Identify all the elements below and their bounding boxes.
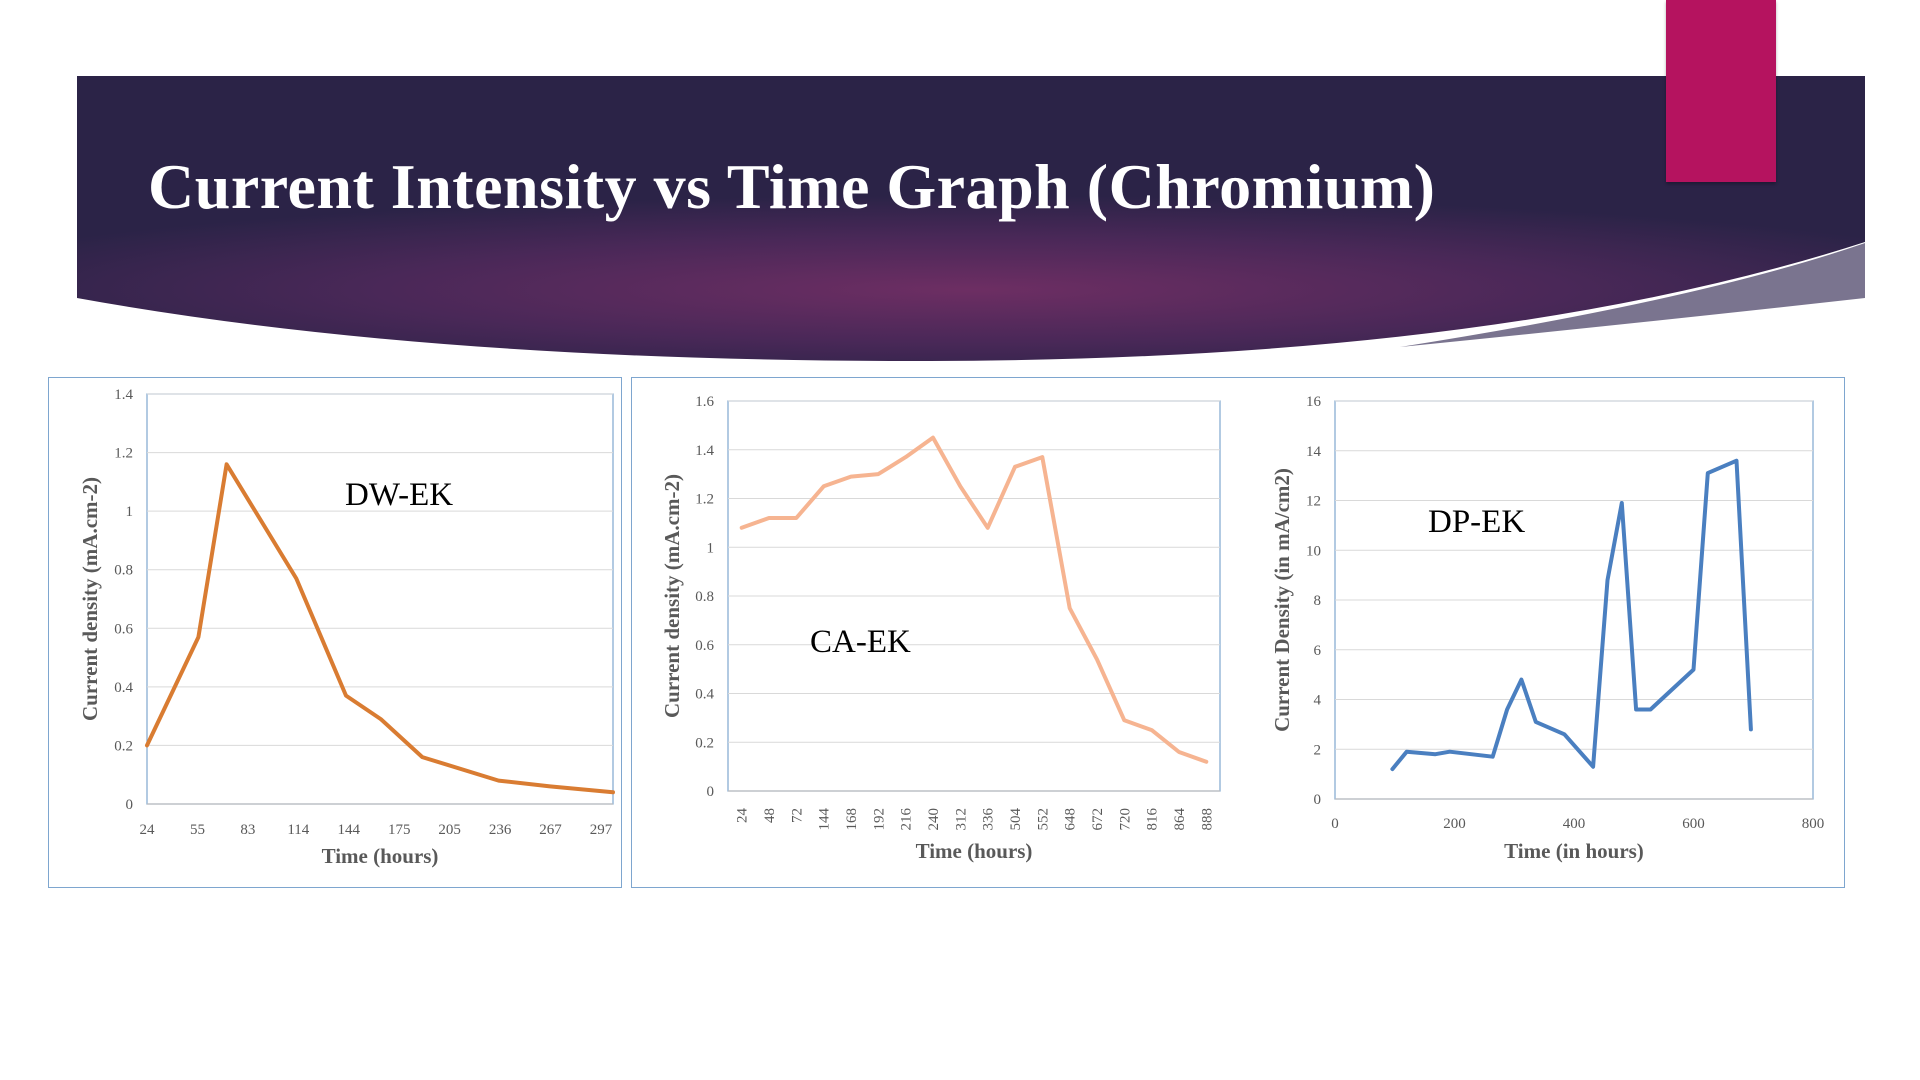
ca-y-tick-label: 1.6 bbox=[695, 394, 714, 410]
dw-y-tick-label: 0.8 bbox=[114, 563, 133, 579]
ca-x-tick-label: 216 bbox=[899, 808, 915, 831]
dp-x-tick-label: 600 bbox=[1682, 816, 1705, 832]
ca-x-tick-label: 144 bbox=[817, 808, 833, 831]
ca-y-tick-label: 1 bbox=[707, 540, 715, 556]
ca-x-tick-label: 240 bbox=[926, 808, 942, 831]
ca-x-tick-label: 888 bbox=[1199, 808, 1215, 831]
dp-y-tick-label: 10 bbox=[1306, 543, 1321, 559]
dw-x-tick-label: 114 bbox=[287, 822, 309, 838]
dw-x-tick-label: 236 bbox=[489, 822, 512, 838]
banner-swoosh bbox=[1400, 243, 1865, 347]
dp-y-tick-label: 2 bbox=[1314, 742, 1322, 758]
dp-x-tick-label: 0 bbox=[1331, 816, 1339, 832]
dw-x-tick-label: 24 bbox=[140, 822, 156, 838]
ca-x-tick-label: 336 bbox=[981, 808, 997, 831]
ca-x-tick-label: 24 bbox=[735, 808, 751, 824]
dp-x-tick-label: 200 bbox=[1443, 816, 1466, 832]
dw-y-axis-title: Current density (mA.cm-2) bbox=[78, 477, 102, 721]
dw-y-tick-label: 0.2 bbox=[114, 738, 133, 754]
dw-y-tick-label: 1.2 bbox=[114, 446, 133, 462]
ca-x-tick-label: 504 bbox=[1008, 808, 1024, 831]
ca-x-tick-label: 192 bbox=[871, 808, 887, 831]
ca-x-tick-label: 864 bbox=[1172, 808, 1188, 831]
ca-y-tick-label: 0.4 bbox=[695, 687, 714, 703]
ca-y-tick-label: 1.2 bbox=[695, 492, 714, 508]
dp-x-tick-label: 400 bbox=[1563, 816, 1586, 832]
ca-y-tick-label: 0 bbox=[707, 784, 715, 800]
dp-y-tick-label: 12 bbox=[1306, 494, 1321, 510]
dw-y-tick-label: 1.4 bbox=[114, 387, 133, 403]
ca-y-tick-label: 1.4 bbox=[695, 443, 714, 459]
ca-x-tick-label: 312 bbox=[953, 808, 969, 831]
ca-x-tick-label: 648 bbox=[1063, 808, 1079, 831]
ca-y-tick-label: 0.6 bbox=[695, 638, 714, 654]
ca-annotation-label: CA-EK bbox=[810, 624, 911, 660]
dp-annotation-label: DP-EK bbox=[1428, 504, 1525, 540]
title-banner bbox=[77, 76, 1865, 362]
dw-x-tick-label: 267 bbox=[539, 822, 562, 838]
dp-y-tick-label: 8 bbox=[1314, 593, 1322, 609]
ca-y-tick-label: 0.2 bbox=[695, 735, 714, 751]
dp-y-tick-label: 0 bbox=[1314, 792, 1322, 808]
dw-x-tick-label: 297 bbox=[590, 822, 613, 838]
dw-x-tick-label: 144 bbox=[338, 822, 361, 838]
ca-x-tick-label: 72 bbox=[789, 808, 805, 823]
dw-plot-area bbox=[146, 393, 614, 805]
accent-bar bbox=[1666, 0, 1776, 182]
dw-y-tick-label: 0.4 bbox=[114, 680, 133, 696]
dp-x-tick-label: 800 bbox=[1802, 816, 1825, 832]
dw-annotation-label: DW-EK bbox=[345, 477, 453, 513]
dp-y-tick-label: 16 bbox=[1306, 394, 1322, 410]
chart-frame-dw bbox=[48, 377, 622, 888]
ca-series-line bbox=[739, 435, 1209, 764]
dp-y-axis-title: Current Density (in mA/cm2) bbox=[1270, 468, 1294, 732]
dp-y-tick-label: 6 bbox=[1314, 643, 1322, 659]
dp-y-tick-label: 14 bbox=[1306, 444, 1322, 460]
ca-y-axis-title: Current density (mA.cm-2) bbox=[660, 474, 684, 718]
ca-y-tick-label: 0.8 bbox=[695, 589, 714, 605]
ca-x-tick-label: 720 bbox=[1117, 808, 1133, 831]
banner-shape bbox=[77, 76, 1865, 362]
ca-x-tick-label: 552 bbox=[1035, 808, 1051, 831]
ca-x-axis-title: Time (hours) bbox=[916, 839, 1033, 863]
dw-x-tick-label: 205 bbox=[438, 822, 461, 838]
dw-series-line bbox=[145, 462, 615, 795]
slide-title: Current Intensity vs Time Graph (Chromiu… bbox=[148, 151, 1436, 222]
dp-series-line bbox=[1390, 458, 1753, 772]
ca-x-tick-label: 816 bbox=[1145, 808, 1161, 831]
dw-y-tick-label: 1 bbox=[126, 504, 134, 520]
dp-y-tick-label: 4 bbox=[1314, 693, 1322, 709]
ca-x-tick-label: 672 bbox=[1090, 808, 1106, 831]
dw-x-tick-label: 83 bbox=[240, 822, 255, 838]
ca-x-tick-label: 48 bbox=[762, 808, 778, 823]
dp-x-axis-title: Time (in hours) bbox=[1504, 839, 1644, 863]
dw-x-tick-label: 175 bbox=[388, 822, 411, 838]
ca-x-tick-label: 168 bbox=[844, 808, 860, 831]
dw-x-axis-title: Time (hours) bbox=[322, 844, 439, 868]
dw-x-tick-label: 55 bbox=[190, 822, 205, 838]
dw-y-tick-label: 0.6 bbox=[114, 621, 133, 637]
chart-frame-ca-dp bbox=[631, 377, 1845, 888]
dw-y-tick-label: 0 bbox=[126, 797, 134, 813]
